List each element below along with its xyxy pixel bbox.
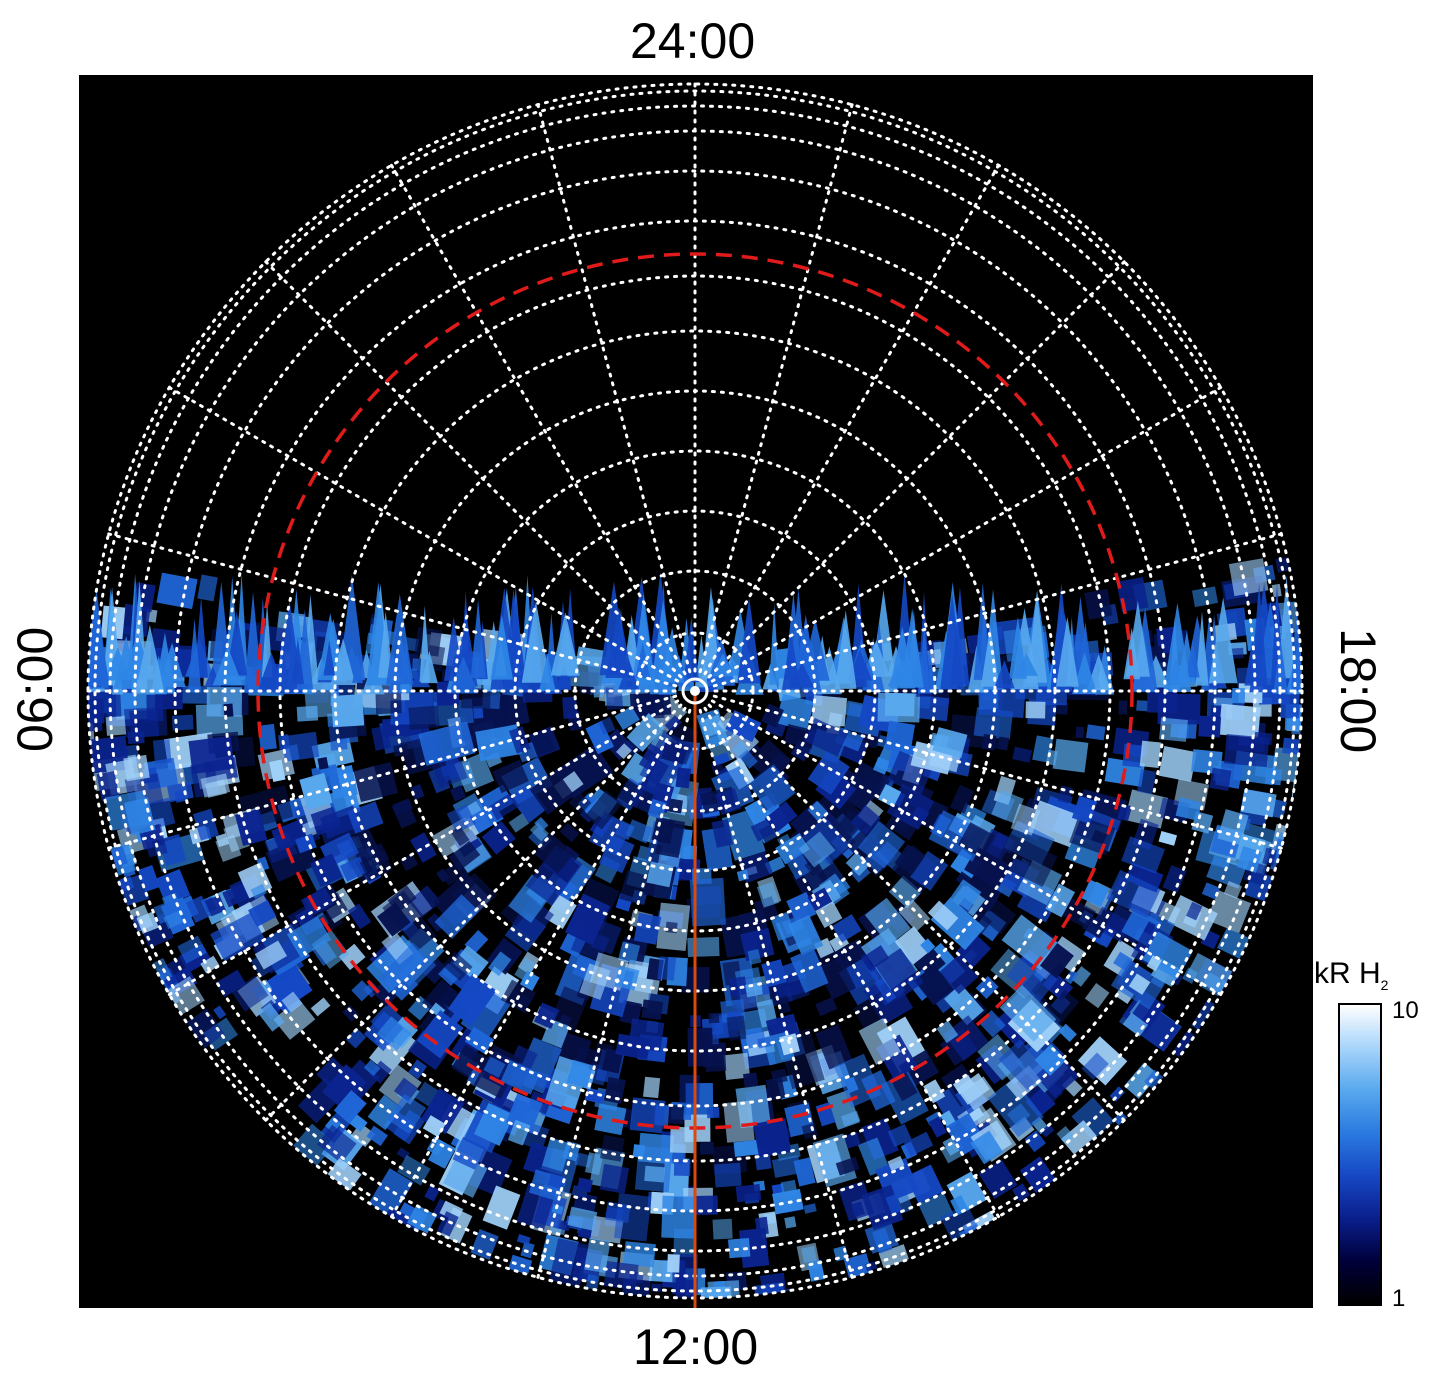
emission-patch: [975, 976, 999, 1000]
emission-patch: [972, 892, 1017, 935]
emission-patch: [978, 1159, 1018, 1200]
emission-patch: [643, 1076, 661, 1099]
emission-patch: [641, 999, 664, 1020]
emission-patch: [679, 1074, 700, 1104]
emission-patch: [188, 735, 235, 774]
emission-patch: [408, 705, 440, 730]
emission-patch: [997, 736, 1010, 751]
emission-patch: [233, 736, 256, 768]
emission-patch: [1254, 731, 1273, 746]
emission-patch: [1052, 738, 1089, 773]
emission-patch: [1071, 966, 1092, 987]
emission-patch: [1071, 1097, 1115, 1141]
pole-dot: [690, 686, 700, 696]
emission-patch: [733, 1139, 760, 1157]
emission-patch: [1231, 647, 1244, 659]
label-24h: 24:00: [630, 13, 756, 69]
emission-patch: [699, 1141, 714, 1155]
emission-patch: [669, 1126, 697, 1154]
emission-patch: [675, 767, 692, 789]
emission-patch: [1158, 830, 1178, 846]
emission-patch: [1280, 692, 1300, 719]
emission-patch: [657, 956, 677, 981]
emission-patch: [743, 1072, 759, 1088]
emission-patch: [594, 1103, 627, 1136]
emission-patch: [780, 1179, 798, 1199]
auroral-emission: [88, 556, 1302, 1298]
emission-patch: [667, 1254, 680, 1273]
emission-patch: [1116, 576, 1149, 613]
emission-patch: [367, 1094, 402, 1131]
emission-patch: [509, 783, 548, 823]
emission-patch: [884, 692, 915, 717]
emission-patch: [1136, 700, 1149, 712]
emission-patch: [516, 1234, 531, 1245]
emission-patch: [884, 720, 916, 754]
emission-patch: [694, 1195, 718, 1216]
emission-patch: [712, 1218, 733, 1240]
emission-patch: [1123, 1062, 1160, 1099]
emission-patch: [661, 1195, 695, 1239]
emission-patch: [623, 1241, 656, 1268]
emission-patch: [714, 1162, 742, 1188]
emission-patch: [815, 996, 838, 1017]
emission-patch: [468, 1148, 513, 1197]
label-18h: 18:00: [1330, 628, 1386, 754]
emission-patch: [549, 986, 589, 1033]
emission-patch: [706, 1107, 720, 1119]
emission-patch: [129, 709, 160, 738]
emission-patch: [784, 1216, 797, 1229]
emission-patch: [281, 731, 320, 762]
emission-patch: [410, 784, 425, 800]
emission-patch: [1075, 726, 1085, 739]
emission-patch: [1209, 767, 1232, 791]
colorbar-max-label: 10: [1392, 997, 1419, 1024]
emission-patch: [156, 572, 198, 610]
emission-patch: [726, 1015, 747, 1041]
emission-patch: [687, 936, 720, 958]
emission-patch: [1124, 789, 1169, 829]
emission-patch: [123, 754, 150, 782]
emission-patch: [1118, 700, 1128, 715]
emission-patch: [728, 976, 748, 997]
colorbar-title: kR H2: [1314, 957, 1389, 993]
emission-patch: [754, 1216, 769, 1236]
emission-patch: [756, 881, 780, 908]
colorbar: [1338, 1003, 1382, 1306]
emission-patch: [599, 1163, 630, 1194]
emission-patch: [273, 998, 316, 1040]
emission-patch: [735, 1184, 762, 1203]
polar-auroral-map: [79, 75, 1313, 1308]
emission-patch: [155, 868, 191, 906]
emission-patch: [1158, 746, 1197, 782]
emission-patch: [723, 1100, 755, 1143]
emission-patch: [1064, 969, 1079, 985]
colorbar-min-label: 1: [1392, 1285, 1406, 1312]
emission-patch: [367, 1168, 414, 1220]
emission-patch: [1198, 715, 1222, 738]
emission-patch: [410, 832, 437, 863]
emission-patch: [555, 878, 578, 902]
emission-patch: [1085, 724, 1106, 741]
emission-patch: [981, 733, 997, 751]
emission-patch: [105, 715, 127, 736]
emission-patch: [687, 1027, 713, 1067]
emission-patch: [600, 1134, 625, 1162]
label-12h: 12:00: [633, 1319, 759, 1375]
emission-patch: [613, 1193, 652, 1242]
label-06h: 06:00: [7, 626, 63, 752]
emission-patch: [1228, 558, 1269, 597]
emission-patch: [1025, 701, 1046, 719]
emission-patch: [708, 1012, 720, 1024]
emission-patch: [152, 739, 172, 764]
emission-patch: [414, 626, 442, 657]
emission-patch: [644, 1165, 666, 1183]
emission-patch: [1084, 588, 1113, 620]
